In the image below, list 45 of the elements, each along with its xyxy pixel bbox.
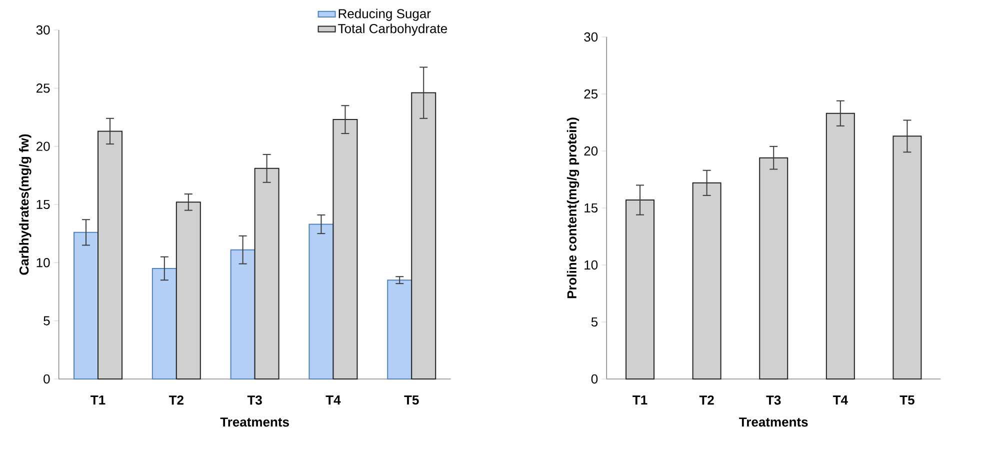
y-tick-label: 10 <box>36 258 50 268</box>
bar <box>692 182 722 380</box>
y-tick-label: 0 <box>44 374 50 384</box>
legend-label: Total Carbohydrate <box>338 24 448 36</box>
bar <box>387 280 412 380</box>
y-tick-label: 25 <box>36 84 50 93</box>
bar <box>332 119 358 380</box>
x-tick-label: T2 <box>168 396 184 405</box>
y-tick-label: 15 <box>36 200 50 210</box>
x-tick-label: T4 <box>326 396 341 404</box>
bar <box>98 130 123 380</box>
bar <box>308 224 334 380</box>
bar <box>826 112 855 380</box>
x-tick-label: T4 <box>832 396 848 404</box>
y-tick-label: 25 <box>584 89 598 99</box>
x-axis-title: Treatments <box>739 418 808 427</box>
bar <box>230 249 256 380</box>
x-tick-label: T2 <box>699 396 714 405</box>
bar <box>152 268 177 380</box>
x-tick-label: T3 <box>247 396 262 405</box>
y-axis-title: Carbhydrates(mg/g fw) <box>19 134 32 275</box>
y-tick-label: 5 <box>44 316 50 326</box>
bar <box>892 136 922 380</box>
y-tick-label: 30 <box>36 25 50 35</box>
bar <box>759 157 788 380</box>
x-axis-title: Treatments <box>220 418 289 427</box>
y-tick-label: 20 <box>584 146 598 156</box>
bar <box>74 232 99 380</box>
y-tick-label: 30 <box>584 32 598 42</box>
bar <box>411 92 436 380</box>
x-tick-label: T3 <box>766 396 781 405</box>
x-tick-label: T1 <box>90 396 106 404</box>
bar <box>254 168 280 380</box>
y-axis-title: Proline content(mg/g protein) <box>566 118 580 298</box>
y-tick-label: 15 <box>584 203 598 213</box>
y-tick-label: 0 <box>591 374 598 384</box>
bar <box>176 202 201 380</box>
x-tick-label: T5 <box>404 396 419 405</box>
y-tick-label: 5 <box>591 317 598 327</box>
x-tick-label: T5 <box>900 396 914 405</box>
y-tick-label: 10 <box>584 260 598 270</box>
bar <box>626 200 655 380</box>
legend-label: Reducing Sugar <box>338 8 431 21</box>
y-tick-label: 20 <box>36 142 50 151</box>
x-tick-label: T1 <box>632 396 648 404</box>
